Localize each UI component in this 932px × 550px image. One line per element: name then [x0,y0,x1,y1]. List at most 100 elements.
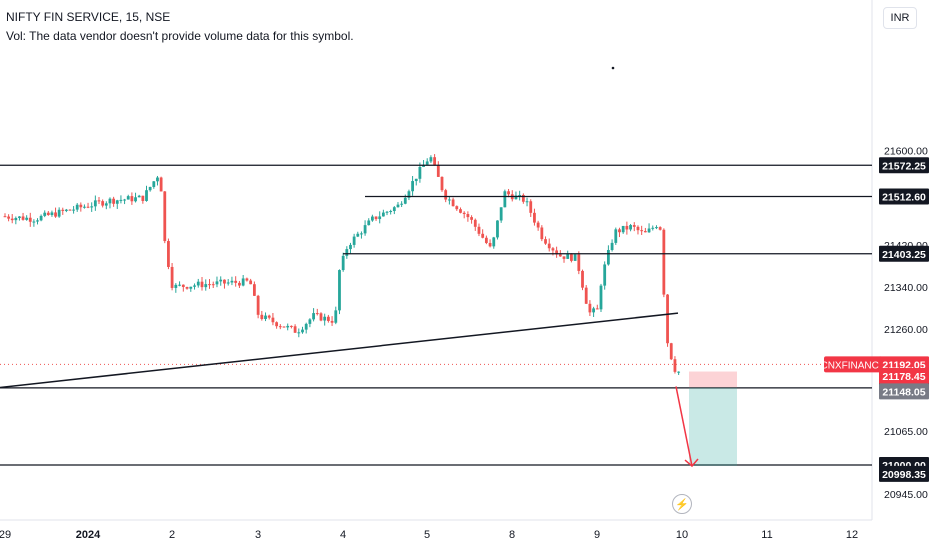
candle [115,199,119,209]
candle [496,220,499,240]
candle [211,281,215,289]
candle [290,325,293,329]
candle [451,197,455,207]
candle [345,246,349,259]
candle [510,190,514,202]
candle [374,216,378,221]
candle [588,300,592,317]
candle [130,192,134,205]
candle [256,294,260,319]
candle [636,225,640,235]
candle [544,236,547,245]
candle [378,211,382,224]
candle [79,202,83,212]
candle [196,278,200,288]
candle [200,276,204,291]
candle [159,176,163,192]
candle [614,227,618,245]
y-tick-label: 21600.00 [884,146,928,158]
candle [3,213,7,218]
candle [566,250,570,259]
candles [3,154,681,375]
candle [267,314,271,320]
projection-arrow [675,386,693,467]
candle [21,212,25,221]
candle [603,261,607,290]
candle [484,235,488,245]
candle [367,218,371,226]
candle [414,178,418,186]
symbol-badge: CNXFINANCE [820,360,885,371]
candle [219,276,223,286]
candle [666,294,669,347]
symbol-title[interactable]: NIFTY FIN SERVICE, 15, NSE [6,10,171,24]
candle [204,279,208,291]
position-price-label-bg [879,383,929,400]
symbol-badge-bg [824,356,882,373]
candle [185,286,189,290]
candle [581,269,584,291]
candle [555,246,559,258]
candle [178,281,181,287]
candle [252,281,256,297]
candle [521,193,525,204]
candle [141,195,145,204]
candle [647,223,651,233]
candle [488,239,492,248]
candle [86,202,90,209]
x-tick-label: 12 [846,529,858,541]
candle [75,203,79,212]
candle [529,199,533,217]
candle [163,190,167,244]
candle [119,195,123,204]
candle [72,206,75,214]
candle [308,318,312,328]
x-tick-label: 29 [0,529,11,541]
candle [389,209,393,215]
candle [271,312,275,326]
candle [148,186,152,192]
currency-button[interactable]: INR [883,7,917,29]
candle [25,215,29,221]
candle [425,158,429,166]
candle [330,316,334,326]
candle [640,225,644,235]
candle [137,194,141,198]
candle [238,280,241,288]
candle [455,205,459,211]
candle [145,185,148,202]
candle [28,212,32,227]
candle [610,239,614,252]
position-price-label: 21148.05 [882,386,925,398]
level-price-label: 21512.60 [882,192,926,204]
candle [536,220,540,231]
candle [152,180,156,189]
candle [621,225,625,234]
candle [112,196,116,207]
y-tick-label: 21260.00 [884,324,928,336]
candle [466,211,470,222]
y-tick-label: 20945.00 [884,489,928,501]
candle [533,208,536,226]
candle [499,207,503,223]
candle [123,198,126,205]
candle [381,209,385,217]
candle [429,155,433,164]
position-price-label-bg [879,465,929,482]
candle [275,321,279,329]
x-tick-label: 8 [509,529,515,541]
candle [643,227,647,233]
candle [293,324,297,333]
position-price-label: 20998.35 [882,469,926,481]
candle [632,222,636,232]
candle [170,262,174,291]
candle [226,279,230,286]
candle [651,225,655,231]
position-price-label-bg [879,367,929,384]
candle [618,227,621,238]
y-tick-label: 21340.00 [884,282,928,294]
candle [349,242,352,254]
candle [599,283,603,312]
lightning-icon[interactable]: ⚡ [672,494,692,514]
